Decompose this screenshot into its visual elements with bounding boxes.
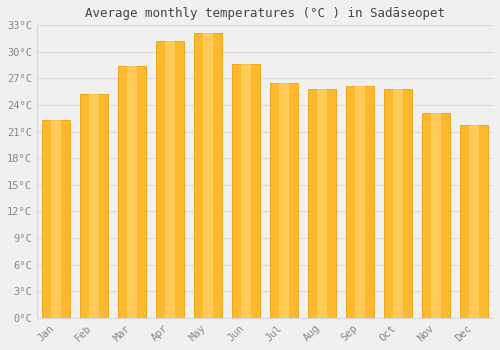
Bar (241, 64, 251, 318)
Bar (165, 41, 175, 318)
Bar (156, 41, 184, 318)
Bar (346, 85, 374, 318)
Bar (51, 120, 61, 318)
Bar (89, 94, 99, 318)
Bar (127, 66, 137, 318)
Bar (355, 85, 365, 318)
Bar (431, 113, 441, 318)
Bar (384, 89, 412, 318)
Title: Average monthly temperatures (°C ) in Sadāseopet: Average monthly temperatures (°C ) in Sa… (85, 7, 445, 20)
Bar (118, 66, 146, 318)
Bar (469, 125, 479, 318)
Bar (279, 83, 289, 318)
Bar (232, 64, 260, 318)
Bar (80, 94, 108, 318)
Bar (42, 120, 70, 318)
Bar (422, 113, 450, 318)
Bar (317, 89, 327, 318)
Bar (203, 33, 213, 318)
Bar (393, 89, 403, 318)
Bar (194, 33, 222, 318)
Bar (270, 83, 298, 318)
Bar (460, 125, 488, 318)
Bar (308, 89, 336, 318)
